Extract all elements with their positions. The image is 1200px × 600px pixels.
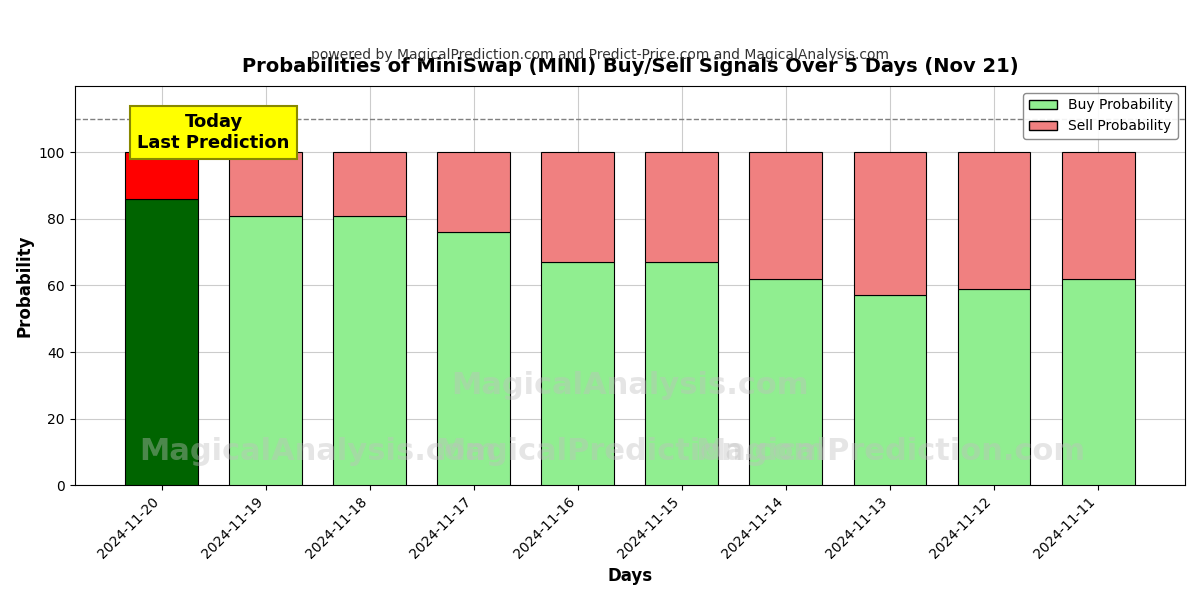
Bar	[125, 199, 198, 485]
X-axis label: Days: Days	[607, 567, 653, 585]
Bar	[229, 152, 302, 215]
Bar	[958, 152, 1031, 289]
Bar	[334, 152, 406, 215]
Text: MagicalAnalysis.com: MagicalAnalysis.com	[139, 437, 497, 466]
Y-axis label: Probability: Probability	[16, 234, 34, 337]
Bar	[750, 279, 822, 485]
Bar	[853, 152, 926, 295]
Text: MagicalAnalysis.com: MagicalAnalysis.com	[451, 371, 809, 400]
Bar	[437, 232, 510, 485]
Bar	[437, 152, 510, 232]
Legend: Buy Probability, Sell Probability: Buy Probability, Sell Probability	[1024, 93, 1178, 139]
Bar	[646, 152, 719, 262]
Title: Probabilities of MiniSwap (MINI) Buy/Sell Signals Over 5 Days (Nov 21): Probabilities of MiniSwap (MINI) Buy/Sel…	[241, 57, 1018, 76]
Text: MagicalPrediction.com: MagicalPrediction.com	[434, 437, 824, 466]
Bar	[646, 262, 719, 485]
Bar	[334, 215, 406, 485]
Bar	[541, 262, 614, 485]
Bar	[958, 289, 1031, 485]
Bar	[853, 295, 926, 485]
Text: powered by MagicalPrediction.com and Predict-Price.com and MagicalAnalysis.com: powered by MagicalPrediction.com and Pre…	[311, 48, 889, 62]
Bar	[1062, 152, 1134, 279]
Bar	[541, 152, 614, 262]
Bar	[229, 215, 302, 485]
Text: MagicalPrediction.com: MagicalPrediction.com	[695, 437, 1085, 466]
Bar	[1062, 279, 1134, 485]
Bar	[750, 152, 822, 279]
Text: Today
Last Prediction: Today Last Prediction	[137, 113, 289, 152]
Bar	[125, 152, 198, 199]
